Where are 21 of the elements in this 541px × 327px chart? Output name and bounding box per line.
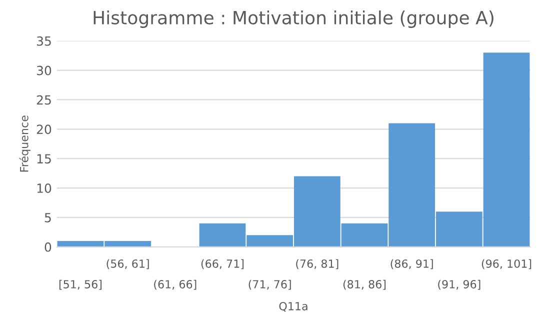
x-tick-label: (76, 81] <box>296 259 338 270</box>
x-axis-title: Q11a <box>279 302 308 312</box>
y-tick-label: 25 <box>36 95 51 105</box>
x-tick-label: (61, 66] <box>154 280 196 290</box>
y-axis-title: Fréquence <box>19 116 30 172</box>
x-tick-label: (66, 71] <box>201 259 244 270</box>
y-tick-label: 30 <box>36 66 52 76</box>
x-tick-label: [51, 56] <box>59 280 102 290</box>
x-tick-label: (81, 86] <box>343 280 386 290</box>
x-tick-label: (56, 61] <box>106 259 149 270</box>
x-tick-label: (71, 76] <box>248 280 291 290</box>
y-tick-label: 35 <box>36 36 51 46</box>
chart-title: Histogramme : Motivation initiale (groupe A) <box>94 10 494 28</box>
y-tick-label: 5 <box>44 213 51 222</box>
y-tick-label: 0 <box>44 242 52 252</box>
x-tick-label: (91, 96] <box>438 280 480 290</box>
y-tick-label: 10 <box>37 183 52 193</box>
y-tick-label: 20 <box>36 124 52 134</box>
x-tick-label: (86, 91] <box>390 259 433 270</box>
x-tick-label: (96, 101] <box>482 259 532 270</box>
y-tick-label: 15 <box>37 154 51 164</box>
